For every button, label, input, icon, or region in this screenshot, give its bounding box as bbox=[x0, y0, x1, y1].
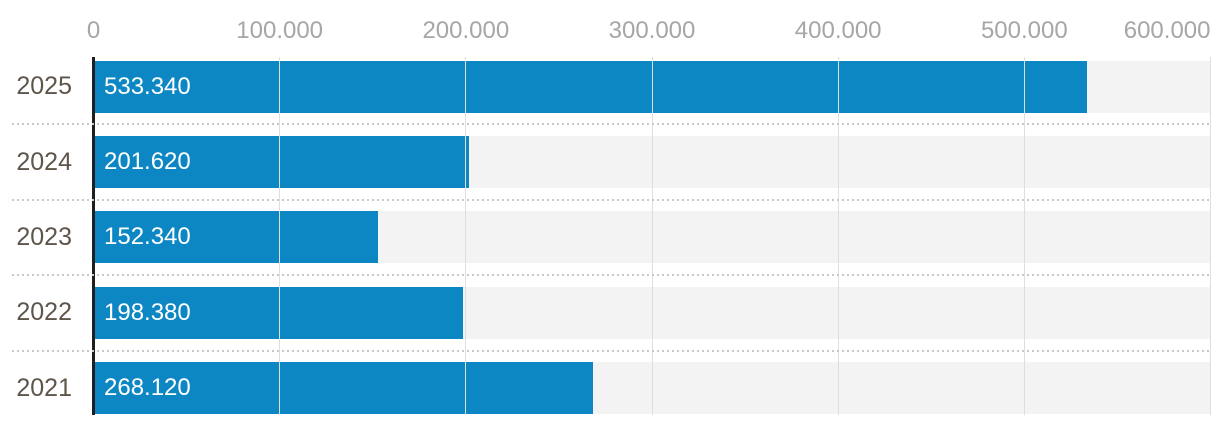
bar-value-label: 152.340 bbox=[104, 223, 191, 251]
bar: 152.340 bbox=[94, 211, 378, 264]
category-label: 2025 bbox=[16, 72, 72, 101]
x-axis: 0 100.000 200.000 300.000 400.000 500.000 600.… bbox=[0, 16, 1220, 46]
chart-rows: 2025 533.340 2024 201.620 2023 152.340 2022 198… bbox=[0, 49, 1220, 426]
x-axis-tick-label: 100.000 bbox=[236, 17, 324, 44]
x-axis-tick-label: 500.000 bbox=[980, 17, 1068, 44]
zero-axis-line bbox=[92, 57, 95, 415]
bar-value-label: 533.340 bbox=[104, 72, 191, 100]
chart-row: 2021 268.120 bbox=[0, 351, 1220, 426]
bar: 533.340 bbox=[94, 60, 1087, 113]
chart-row: 2025 533.340 bbox=[0, 49, 1220, 124]
category-label: 2024 bbox=[16, 147, 72, 176]
bar-track: 198.380 bbox=[94, 286, 1211, 339]
bar-track: 201.620 bbox=[94, 136, 1211, 189]
x-axis-tick-label: 300.000 bbox=[608, 17, 696, 44]
category-label: 2022 bbox=[16, 298, 72, 327]
chart-row: 2022 198.380 bbox=[0, 275, 1220, 350]
chart-row: 2023 152.340 bbox=[0, 200, 1220, 275]
category-label: 2021 bbox=[16, 373, 72, 402]
chart-row: 2024 201.620 bbox=[0, 124, 1220, 199]
bar-track: 533.340 bbox=[94, 60, 1211, 113]
bar: 201.620 bbox=[94, 136, 470, 189]
bar-value-label: 198.380 bbox=[104, 298, 191, 326]
x-axis-tick-label: 200.000 bbox=[422, 17, 510, 44]
x-axis-tick-label: 400.000 bbox=[794, 17, 882, 44]
bar-track: 152.340 bbox=[94, 211, 1211, 264]
bar-value-label: 268.120 bbox=[104, 374, 191, 402]
bar-track: 268.120 bbox=[94, 362, 1211, 415]
x-axis-tick-label: 0 bbox=[86, 17, 101, 44]
category-label: 2023 bbox=[16, 222, 72, 251]
x-axis-tick-label: 600.000 bbox=[1123, 17, 1211, 44]
bar: 268.120 bbox=[94, 362, 594, 415]
bar: 198.380 bbox=[94, 286, 464, 339]
bar-value-label: 201.620 bbox=[104, 148, 191, 176]
